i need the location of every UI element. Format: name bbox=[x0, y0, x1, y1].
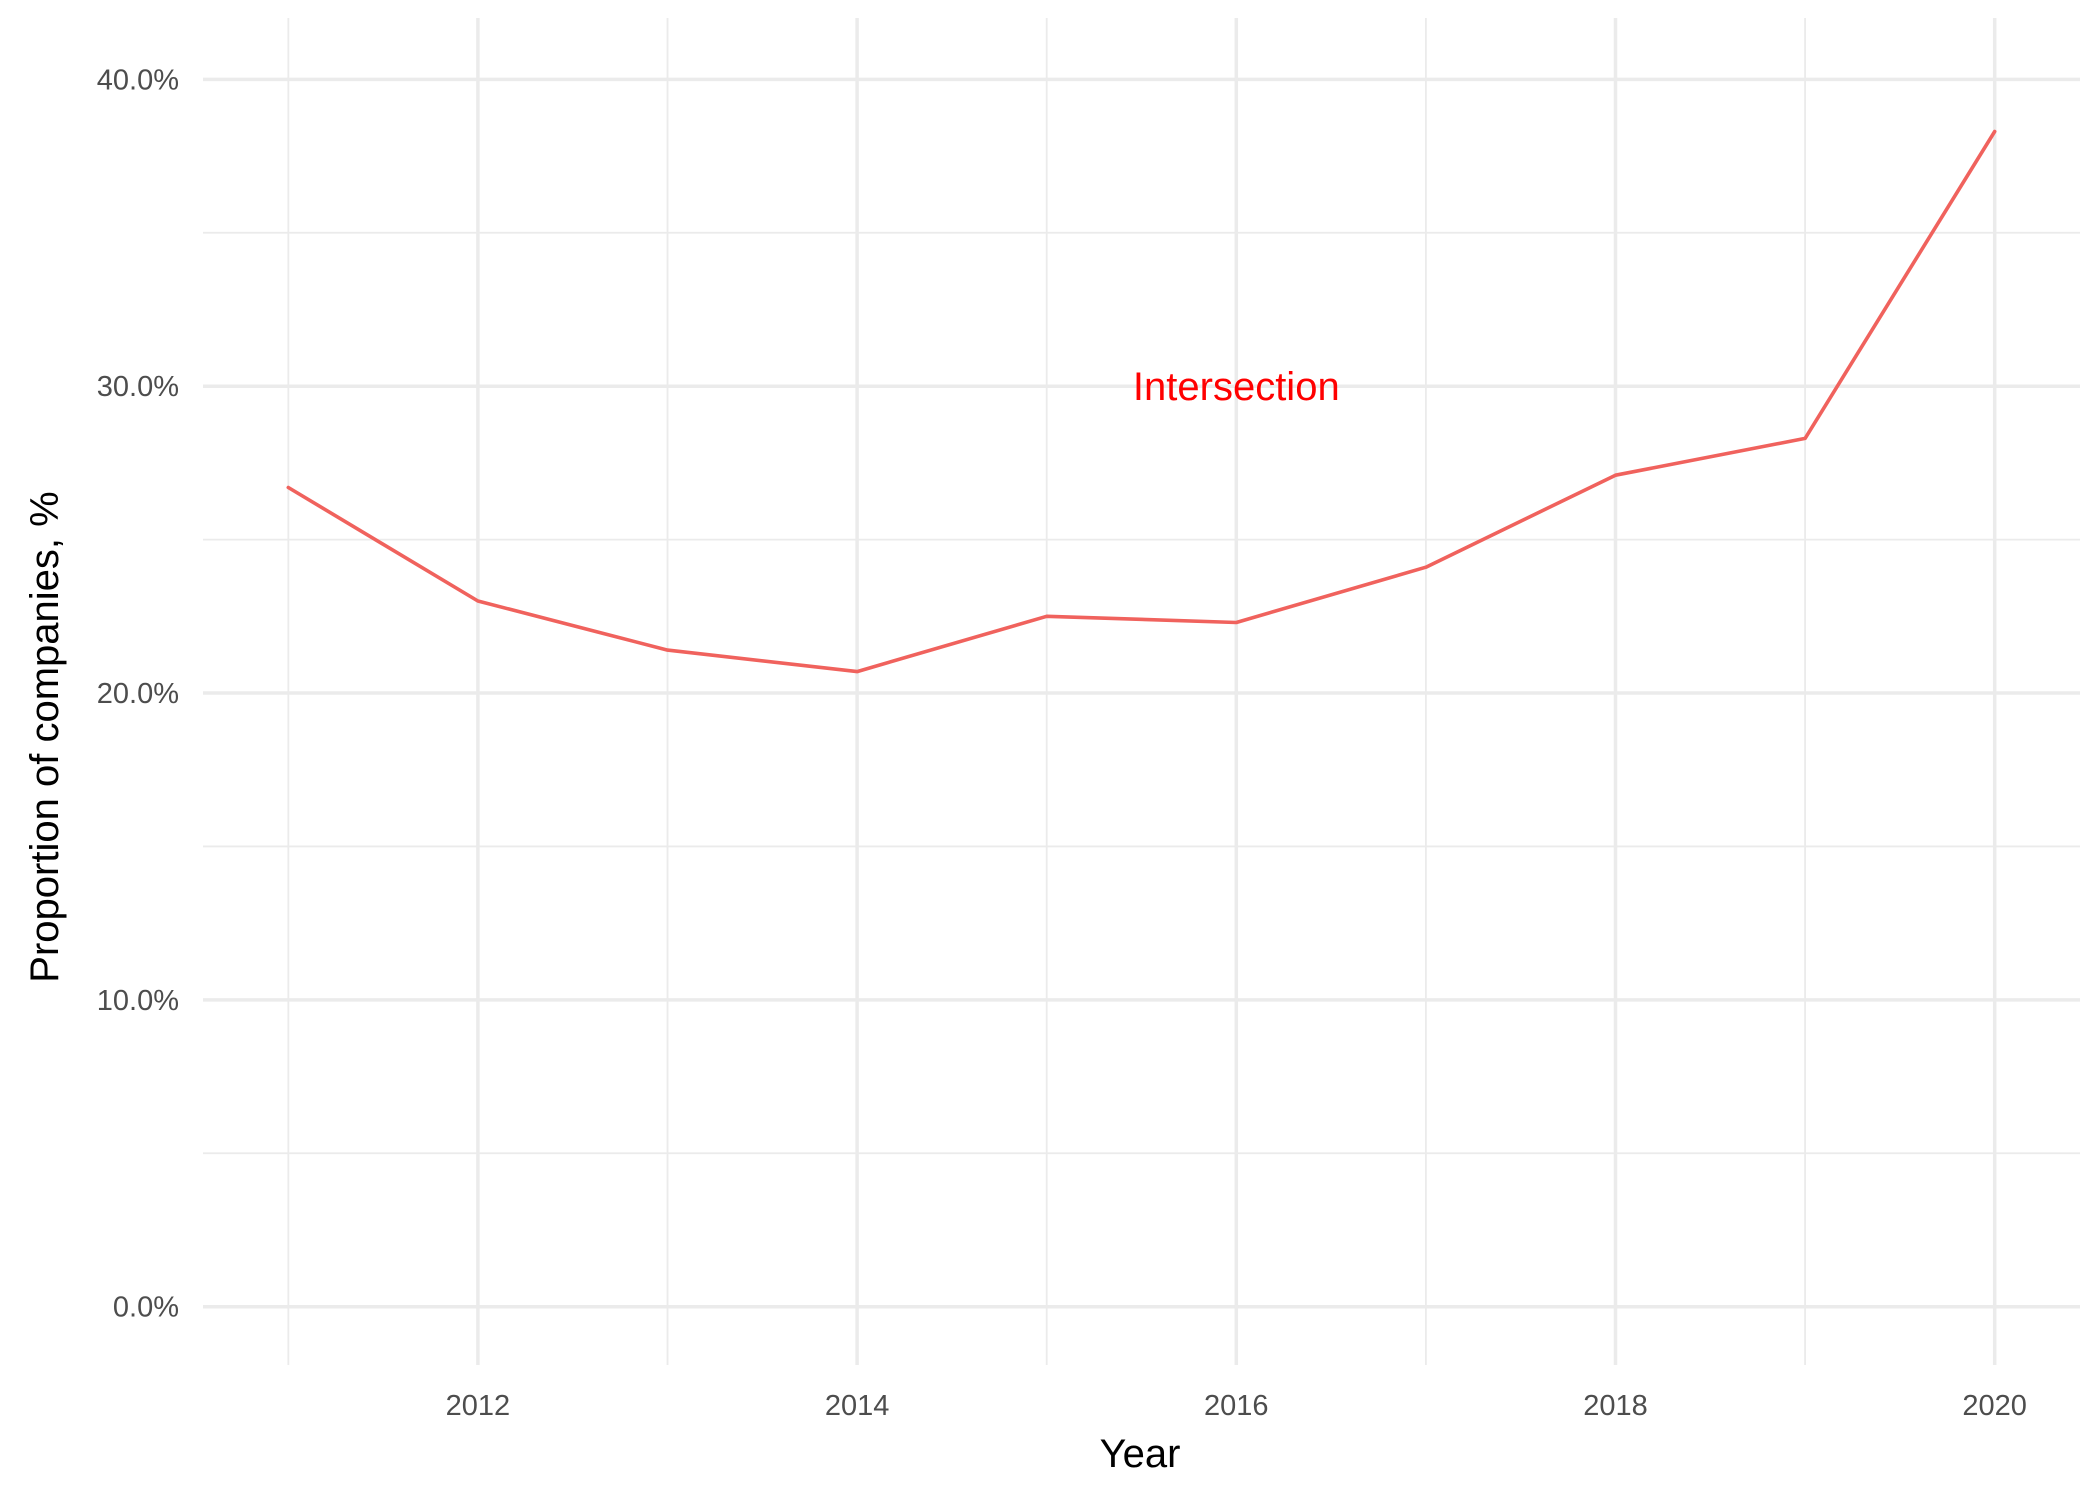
x-tick-label: 2018 bbox=[1583, 1390, 1648, 1422]
y-tick-label: 20.0% bbox=[97, 678, 179, 710]
annotation-label: Intersection bbox=[1133, 365, 1340, 409]
x-axis-title: Year bbox=[1100, 1432, 1181, 1476]
x-tick-label: 2016 bbox=[1204, 1390, 1269, 1422]
x-tick-label: 2020 bbox=[1962, 1390, 2027, 1422]
y-tick-label: 40.0% bbox=[97, 64, 179, 96]
series-line bbox=[286, 129, 1997, 674]
y-axis-ticks: 0.0% 10.0% 20.0% 30.0% 40.0% bbox=[97, 64, 179, 1323]
y-tick-label: 10.0% bbox=[97, 985, 179, 1017]
y-tick-label: 30.0% bbox=[97, 371, 179, 403]
grid-layer bbox=[203, 18, 2080, 1365]
y-tick-label: 0.0% bbox=[113, 1292, 179, 1324]
x-tick-label: 2014 bbox=[825, 1390, 890, 1422]
x-tick-label: 2012 bbox=[446, 1390, 511, 1422]
series-layer bbox=[286, 129, 1997, 674]
x-axis-ticks: 2012 2014 2016 2018 2020 bbox=[446, 1390, 2027, 1422]
y-axis-title: Proportion of companies, % bbox=[23, 491, 67, 982]
